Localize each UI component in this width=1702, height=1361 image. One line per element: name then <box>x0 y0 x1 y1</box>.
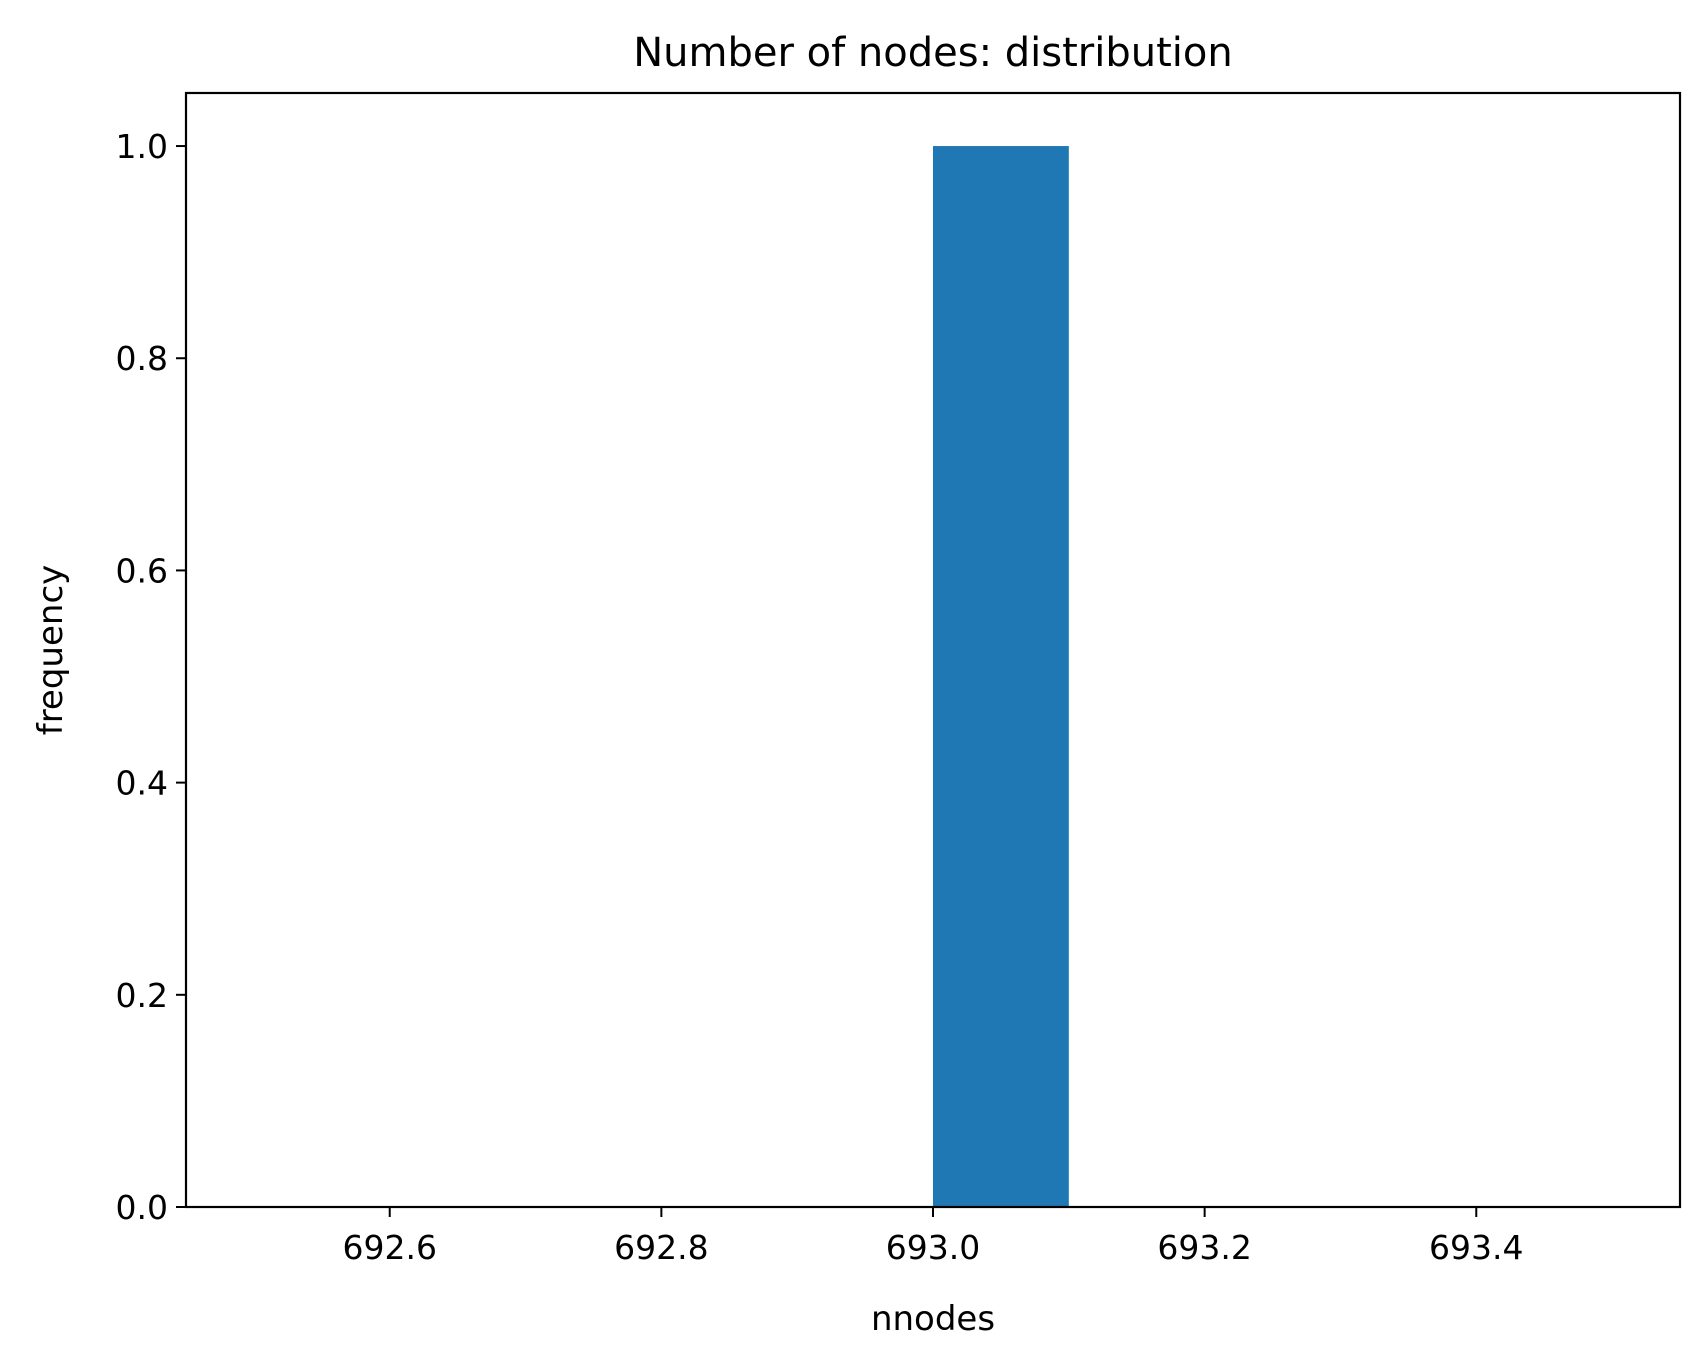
x-tick-label-3: 693.2 <box>1157 1228 1251 1267</box>
bars-layer <box>933 146 1069 1208</box>
y-tick-label-3: 0.6 <box>116 551 168 590</box>
x-tick-label-4: 693.4 <box>1429 1228 1523 1267</box>
x-tick-label-0: 692.6 <box>342 1228 436 1267</box>
y-tick-label-5: 1.0 <box>116 127 168 166</box>
histogram-bar-0 <box>933 146 1069 1208</box>
y-tick-label-4: 0.8 <box>116 339 168 378</box>
x-tick-label-2: 693.0 <box>886 1228 980 1267</box>
y-axis-label: frequency <box>31 565 71 736</box>
y-tick-label-1: 0.2 <box>116 976 168 1015</box>
x-axis-label: nnodes <box>871 1299 995 1339</box>
x-axis-ticks: 692.6 692.8 693.0 693.2 693.4 <box>342 1207 1524 1267</box>
y-axis-ticks: 0.0 0.2 0.4 0.6 0.8 1.0 <box>116 127 186 1227</box>
y-tick-label-0: 0.0 <box>116 1188 168 1227</box>
x-tick-label-1: 692.8 <box>614 1228 708 1267</box>
chart-title: Number of nodes: distribution <box>633 30 1232 76</box>
y-tick-label-2: 0.4 <box>116 764 168 803</box>
